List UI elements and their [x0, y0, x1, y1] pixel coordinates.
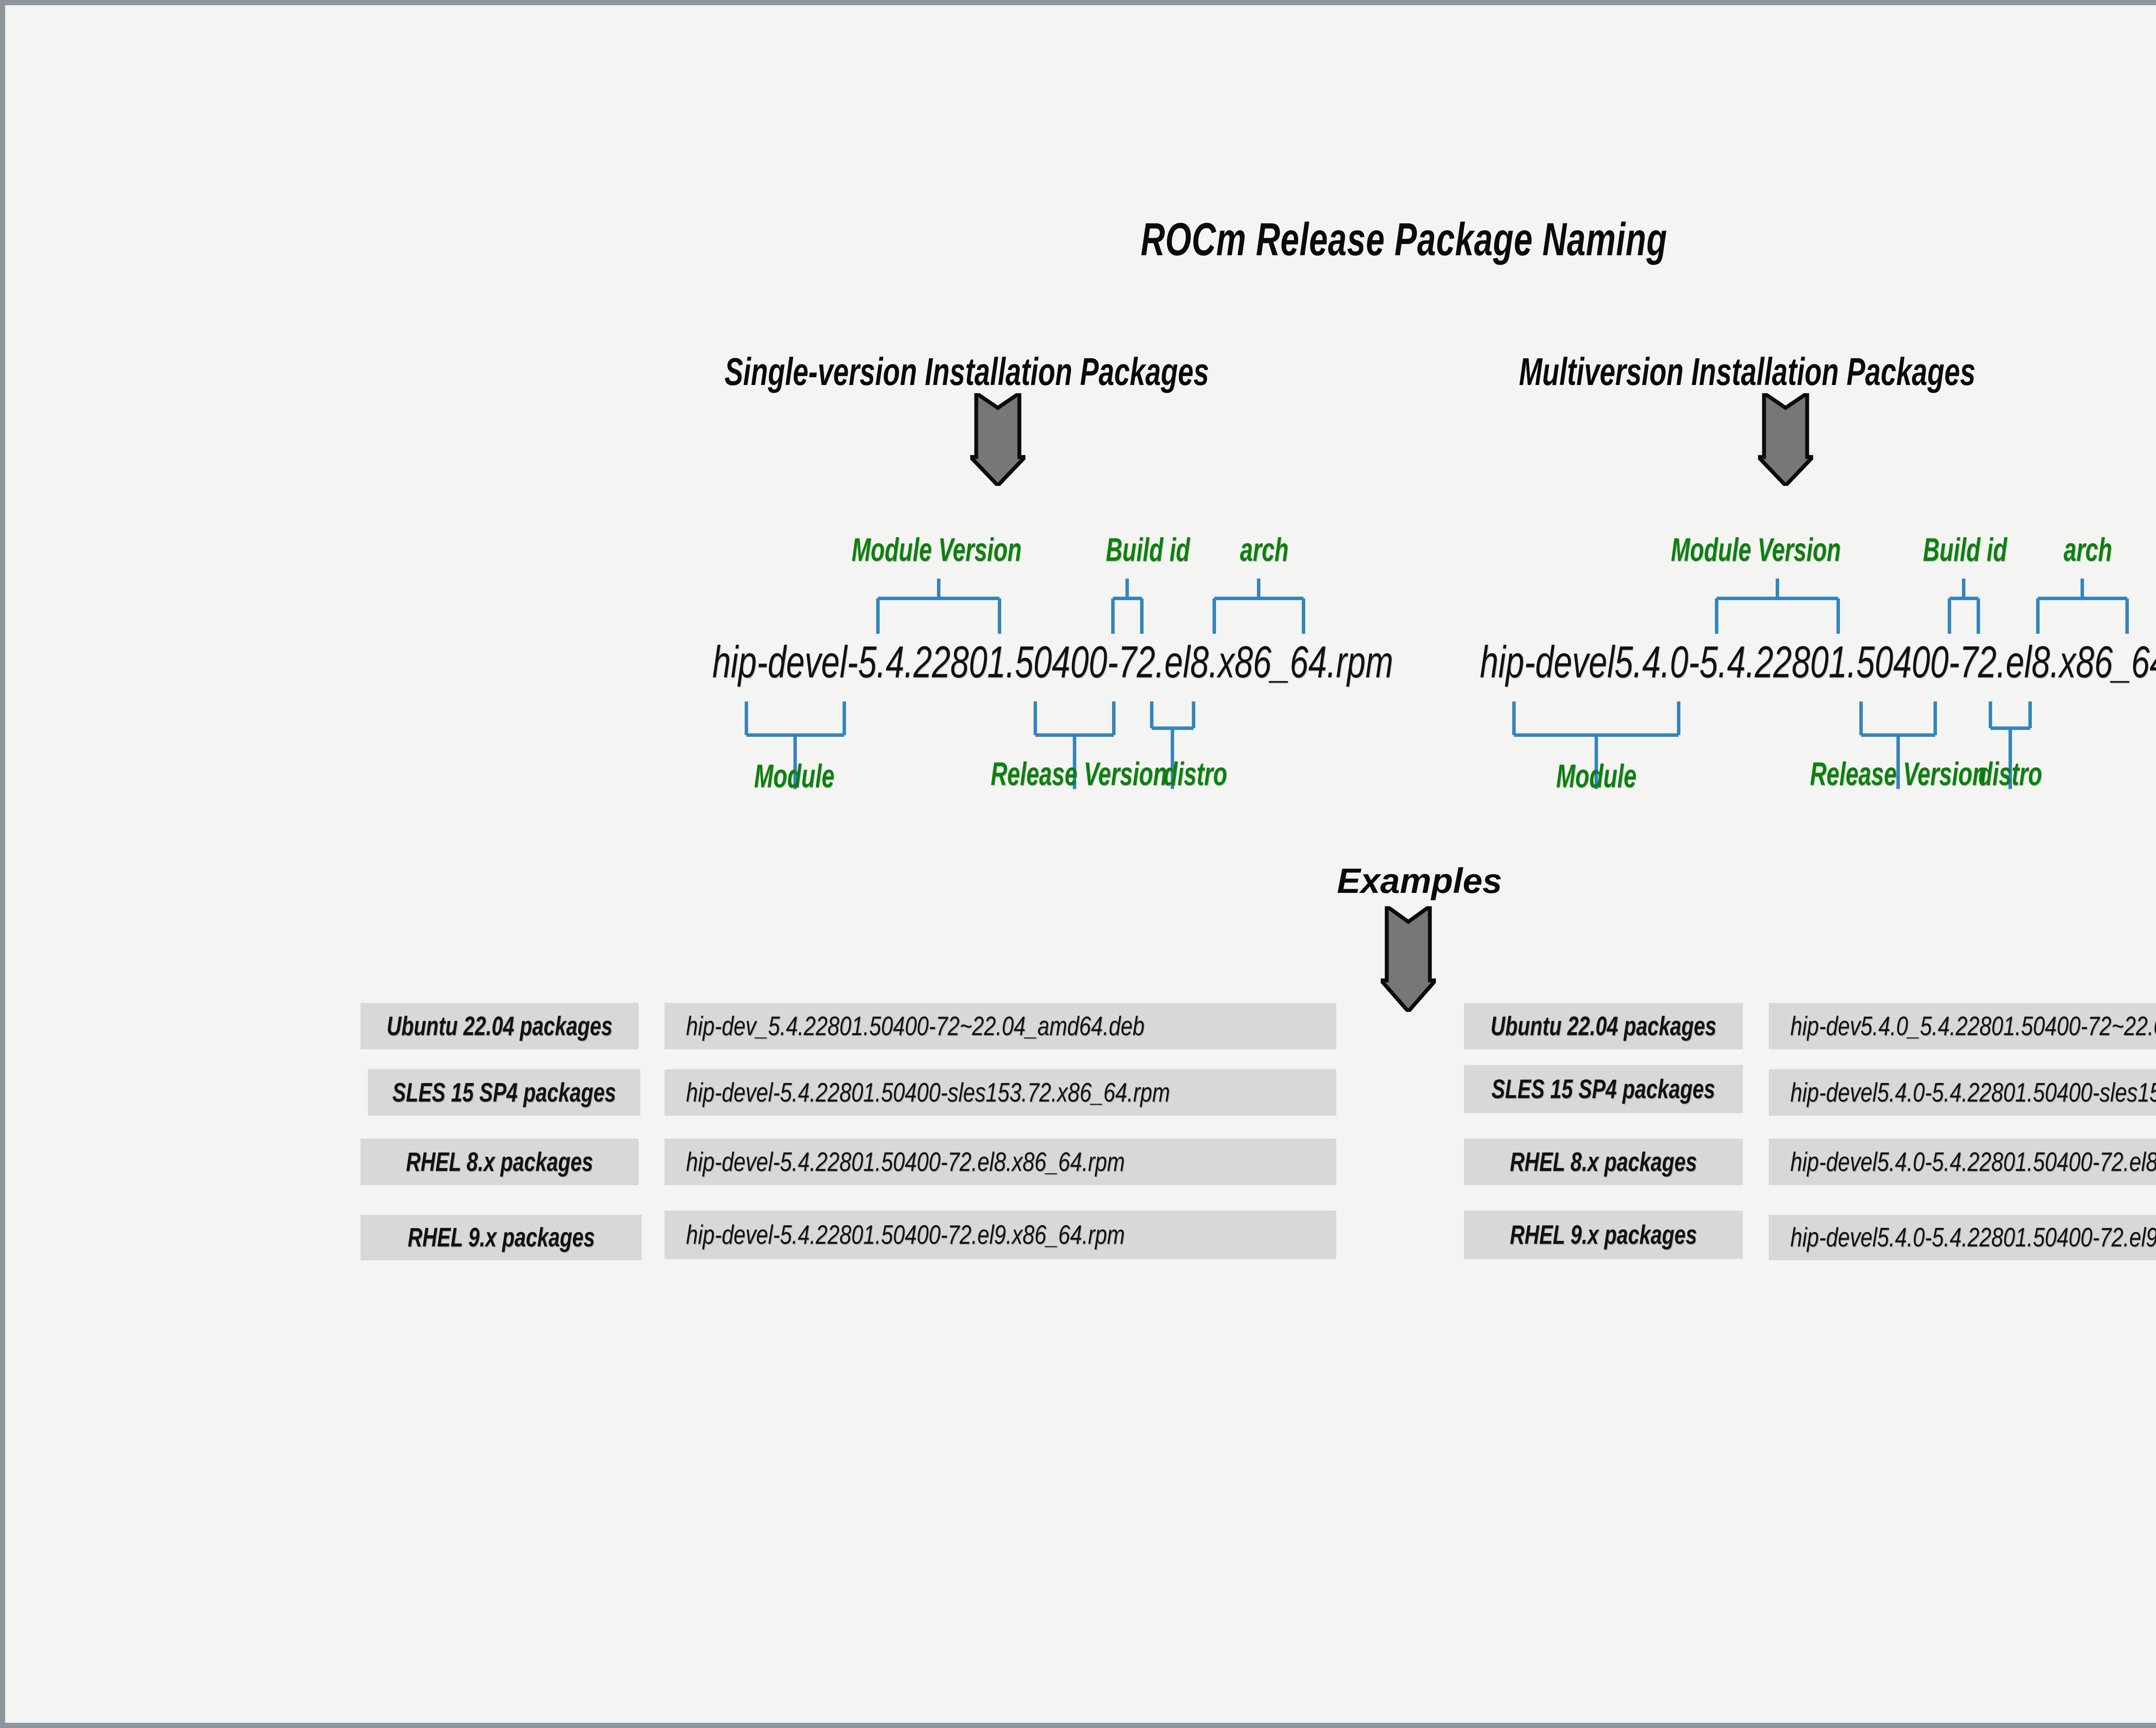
part-label-module-version-single: Module Version [851, 532, 1022, 568]
part-label-module-multi: Module [1556, 758, 1637, 795]
package-name-single-version: hip-devel-5.4.22801.50400-72.el8.x86_64.… [712, 637, 1393, 687]
part-label-module-version-multi: Module Version [1670, 532, 1841, 568]
table-row-label-left-2: RHEL 8.x packages [360, 1139, 639, 1185]
table-row-label-left-0: Ubuntu 22.04 packages [360, 1003, 639, 1049]
page-title: ROCm Release Package Naming [1141, 213, 1667, 265]
down-arrow-icon-multiversion [1758, 393, 1813, 486]
brace-bracket-icon-module-version-multi [1715, 579, 1840, 635]
table-row-value-right-2: hip-devel5.4.0-5.4.22801.50400-72.el8.x8… [1769, 1139, 2156, 1185]
section-title-multiversion: Multiversion Installation Packages [1519, 351, 1976, 394]
brace-bracket-icon-module-single [745, 701, 846, 790]
brace-bracket-icon-build-id-single [1111, 579, 1144, 635]
brace-bracket-icon-module-version-single [876, 579, 1001, 635]
part-label-arch-single: arch [1240, 532, 1289, 568]
table-row-value-right-3: hip-devel5.4.0-5.4.22801.50400-72.el9.x8… [1769, 1215, 2156, 1260]
table-row-label-right-1: SLES 15 SP4 packages [1464, 1065, 1743, 1113]
brace-bracket-icon-distro-multi [1989, 701, 2032, 790]
part-label-module-single: Module [754, 758, 835, 795]
table-row-value-right-1: hip-devel5.4.0-5.4.22801.50400-sles153.7… [1769, 1069, 2156, 1116]
part-label-arch-multi: arch [2063, 532, 2112, 568]
brace-bracket-icon-release-version-single [1034, 701, 1116, 790]
part-label-build-id-single: Build id [1106, 532, 1190, 568]
brace-bracket-icon-release-version-multi [1859, 701, 1937, 790]
section-title-single-version: Single-version Installation Packages [724, 351, 1209, 394]
table-row-value-left-2: hip-devel-5.4.22801.50400-72.el8.x86_64.… [664, 1139, 1336, 1185]
table-row-label-right-2: RHEL 8.x packages [1464, 1139, 1743, 1185]
brace-bracket-icon-arch-single [1213, 579, 1305, 635]
part-label-release-version-multi: Release Version [1810, 756, 1987, 792]
examples-title: Examples [1337, 861, 1502, 901]
table-row-label-right-0: Ubuntu 22.04 packages [1464, 1003, 1743, 1049]
part-label-distro-single: distro [1163, 756, 1227, 792]
brace-bracket-icon-distro-single [1150, 701, 1195, 790]
table-row-value-left-1: hip-devel-5.4.22801.50400-sles153.72.x86… [664, 1069, 1336, 1116]
down-arrow-icon-examples [1381, 906, 1436, 1012]
part-label-build-id-multi: Build id [1923, 532, 2007, 568]
table-row-value-left-0: hip-dev_5.4.22801.50400-72~22.04_amd64.d… [664, 1003, 1336, 1049]
brace-bracket-icon-build-id-multi [1948, 579, 1980, 635]
table-row-label-left-3: RHEL 9.x packages [360, 1215, 642, 1260]
table-row-label-right-3: RHEL 9.x packages [1464, 1211, 1743, 1259]
part-label-release-version-single: Release Version [990, 756, 1167, 792]
table-row-value-right-0: hip-dev5.4.0_5.4.22801.50400-72~22.04_am… [1769, 1003, 2156, 1049]
package-name-multiversion: hip-devel5.4.0-5.4.22801.50400-72.el8.x8… [1480, 637, 2156, 687]
brace-bracket-icon-module-multi [1512, 701, 1680, 790]
table-row-value-left-3: hip-devel-5.4.22801.50400-72.el9.x86_64.… [664, 1211, 1336, 1259]
part-label-distro-multi: distro [1978, 756, 2042, 792]
brace-bracket-icon-arch-multi [2036, 579, 2129, 635]
down-arrow-icon-single-version [970, 393, 1025, 486]
table-row-label-left-1: SLES 15 SP4 packages [368, 1069, 640, 1116]
